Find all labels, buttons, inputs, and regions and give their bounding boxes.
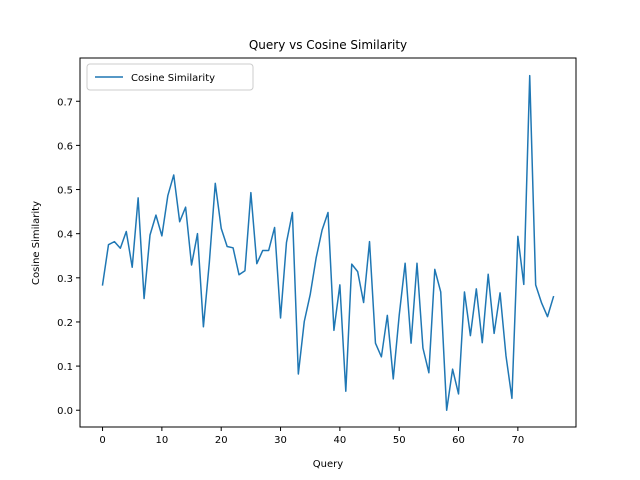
y-tick-label: 0.3 bbox=[57, 274, 73, 285]
x-axis-ticks: 0 10 20 30 40 50 60 70 bbox=[99, 427, 524, 446]
y-tick-label: 0.6 bbox=[57, 141, 73, 152]
x-tick-label: 10 bbox=[156, 435, 169, 446]
legend: Cosine Similarity bbox=[86, 63, 254, 91]
y-tick-label: 0.7 bbox=[57, 97, 73, 108]
series-layer bbox=[101, 74, 555, 411]
x-axis-label: Query bbox=[313, 459, 343, 470]
plot-area bbox=[80, 58, 576, 427]
x-tick-label: 20 bbox=[215, 435, 228, 446]
legend-label: Cosine Similarity bbox=[131, 73, 215, 84]
chart-title: Query vs Cosine Similarity bbox=[249, 38, 407, 52]
y-axis-ticks: 0.0 0.1 0.2 0.3 0.4 0.5 0.6 0.7 bbox=[57, 97, 80, 417]
y-tick-label: 0.1 bbox=[57, 362, 73, 373]
x-tick-label: 60 bbox=[452, 435, 465, 446]
x-tick-label: 30 bbox=[274, 435, 287, 446]
x-tick-label: 40 bbox=[333, 435, 346, 446]
x-tick-label: 0 bbox=[99, 435, 105, 446]
y-tick-label: 0.5 bbox=[57, 186, 73, 197]
legend-box bbox=[86, 63, 254, 91]
x-tick-label: 70 bbox=[511, 435, 524, 446]
series-line bbox=[101, 74, 555, 411]
y-axis-label: Cosine Similarity bbox=[31, 201, 42, 285]
y-tick-label: 0.2 bbox=[57, 318, 73, 329]
y-tick-label: 0.0 bbox=[57, 406, 73, 417]
plot-frame bbox=[79, 57, 577, 428]
y-tick-label: 0.4 bbox=[57, 230, 73, 241]
x-tick-label: 50 bbox=[393, 435, 406, 446]
